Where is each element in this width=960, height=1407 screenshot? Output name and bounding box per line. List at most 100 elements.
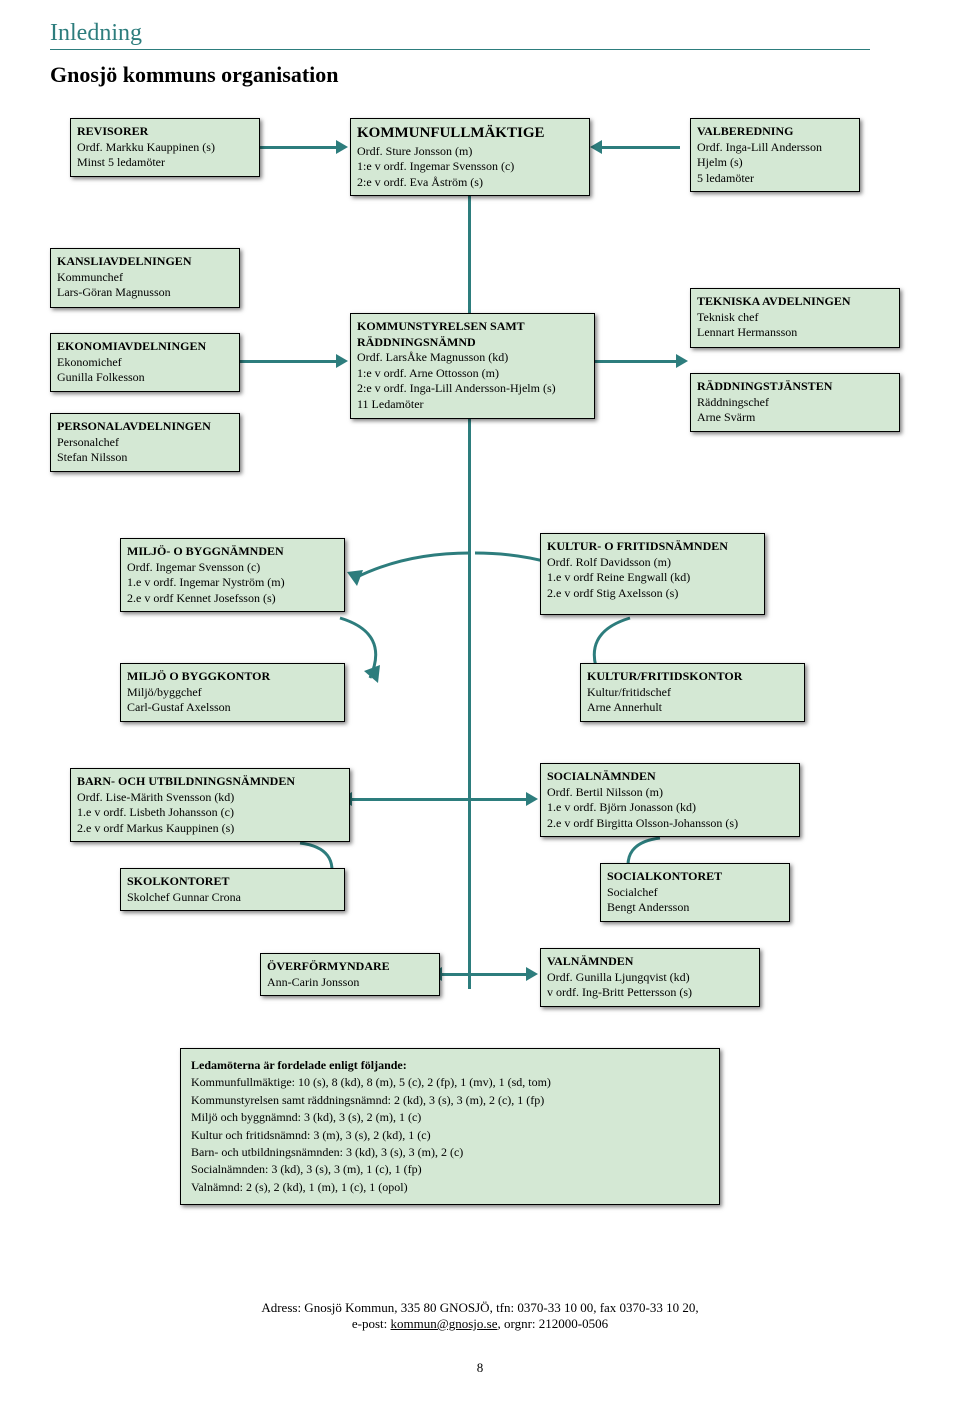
distribution-title: Ledamöterna är fordelade enligt följande…	[191, 1057, 709, 1074]
box-line: Ordf. LarsÅke Magnusson (kd)	[357, 350, 588, 366]
distribution-line: Valnämnd: 2 (s), 2 (kd), 1 (m), 1 (c), 1…	[191, 1179, 709, 1196]
box-line: 2:e v ordf. Inga-Lill Andersson-Hjelm (s…	[357, 381, 588, 397]
arrow-icon	[676, 354, 688, 368]
box-line: Skolchef Gunnar Crona	[127, 890, 338, 906]
org-box-kommunfullmaktige: KOMMUNFULLMÄKTIGEOrdf. Sture Jonsson (m)…	[350, 118, 590, 196]
box-title: SKOLKONTORET	[127, 874, 338, 890]
box-line: 1.e v ordf Reine Engwall (kd)	[547, 570, 758, 586]
org-box-skolkontor: SKOLKONTORETSkolchef Gunnar Crona	[120, 868, 345, 911]
arrow-icon	[336, 354, 348, 368]
org-box-valnamnden: VALNÄMNDENOrdf. Gunilla Ljungqvist (kd)v…	[540, 948, 760, 1007]
box-line: Stefan Nilsson	[57, 450, 233, 466]
box-line: Ann-Carin Jonsson	[267, 975, 433, 991]
box-line: Arne Annerhult	[587, 700, 798, 716]
box-line: Hjelm (s)	[697, 155, 853, 171]
org-box-social_namnd: SOCIALNÄMNDENOrdf. Bertil Nilsson (m)1.e…	[540, 763, 800, 837]
connector	[440, 973, 468, 976]
org-box-miljo_namnd: MILJÖ- O BYGGNÄMNDENOrdf. Ingemar Svenss…	[120, 538, 345, 612]
box-line: 1.e v ordf. Ingemar Nyström (m)	[127, 575, 338, 591]
box-line: Ordf. Markku Kauppinen (s)	[77, 140, 253, 156]
box-line: Bengt Andersson	[607, 900, 783, 916]
box-title: MILJÖ- O BYGGNÄMNDEN	[127, 544, 338, 560]
box-title: RÄDDNINGSTJÄNSTEN	[697, 379, 893, 395]
box-line: Carl-Gustaf Axelsson	[127, 700, 338, 716]
connector	[350, 798, 468, 801]
connector	[240, 360, 338, 363]
divider	[50, 49, 870, 50]
box-line: Teknisk chef	[697, 310, 893, 326]
arrow-icon	[526, 967, 538, 981]
section-heading: Gnosjö kommuns organisation	[50, 62, 910, 88]
distribution-line: Miljö och byggnämnd: 3 (kd), 3 (s), 2 (m…	[191, 1109, 709, 1126]
org-box-kommunstyrelsen: KOMMUNSTYRELSEN SAMT RÄDDNINGSNÄMNDOrdf.…	[350, 313, 595, 419]
distribution-box: Ledamöterna är fordelade enligt följande…	[180, 1048, 720, 1205]
org-box-ekonomi: EKONOMIAVDELNINGENEkonomichefGunilla Fol…	[50, 333, 240, 392]
box-line: 2.e v ordf Markus Kauppinen (s)	[77, 821, 343, 837]
box-title: PERSONALAVDELNINGEN	[57, 419, 233, 435]
box-line: Socialchef	[607, 885, 783, 901]
connector	[595, 360, 678, 363]
box-title: EKONOMIAVDELNINGEN	[57, 339, 233, 355]
box-title: REVISORER	[77, 124, 253, 140]
box-title: VALBEREDNING	[697, 124, 853, 140]
box-line: 1:e v ordf. Ingemar Svensson (c)	[357, 159, 583, 175]
box-title: KULTUR/FRITIDSKONTOR	[587, 669, 798, 685]
box-line: Ordf. Sture Jonsson (m)	[357, 144, 583, 160]
arrow-icon	[526, 792, 538, 806]
org-box-kansli: KANSLIAVDELNINGENKommunchefLars-Göran Ma…	[50, 248, 240, 308]
box-line: 1:e v ordf. Arne Ottosson (m)	[357, 366, 588, 382]
box-line: Arne Svärm	[697, 410, 893, 426]
org-box-tekniska: TEKNISKA AVDELNINGENTeknisk chefLennart …	[690, 288, 900, 348]
page-number: 8	[477, 1360, 484, 1376]
box-title: KULTUR- O FRITIDSNÄMNDEN	[547, 539, 758, 555]
org-box-overformyndare: ÖVERFÖRMYNDAREAnn-Carin Jonsson	[260, 953, 440, 996]
address-email-prefix: e-post:	[352, 1316, 391, 1331]
box-line: Lennart Hermansson	[697, 325, 893, 341]
distribution-line: Barn- och utbildningsnämnden: 3 (kd), 3 …	[191, 1144, 709, 1161]
page-heading: Inledning	[50, 20, 910, 47]
box-title: MILJÖ O BYGGKONTOR	[127, 669, 338, 685]
box-title: TEKNISKA AVDELNINGEN	[697, 294, 893, 310]
box-line: v ordf. Ing-Britt Pettersson (s)	[547, 985, 753, 1001]
box-line: 1.e v ordf. Lisbeth Johansson (c)	[77, 805, 343, 821]
box-line: 5 ledamöter	[697, 171, 853, 187]
connector	[471, 798, 528, 801]
box-line: Ordf. Gunilla Ljungqvist (kd)	[547, 970, 753, 986]
org-box-kultur_namnd: KULTUR- O FRITIDSNÄMNDENOrdf. Rolf David…	[540, 533, 765, 615]
box-line: Ordf. Inga-Lill Andersson	[697, 140, 853, 156]
box-line: Ordf. Ingemar Svensson (c)	[127, 560, 338, 576]
box-line: Kommunchef	[57, 270, 233, 286]
box-title: VALNÄMNDEN	[547, 954, 753, 970]
org-box-valberedning: VALBEREDNINGOrdf. Inga-Lill AnderssonHje…	[690, 118, 860, 192]
box-title: KOMMUNFULLMÄKTIGE	[357, 124, 583, 144]
arrow-icon	[590, 140, 602, 154]
org-box-raddning: RÄDDNINGSTJÄNSTENRäddningschefArne Svärm	[690, 373, 900, 432]
org-box-barn_namnd: BARN- OCH UTBILDNINGSNÄMNDENOrdf. Lise-M…	[70, 768, 350, 842]
org-box-socialkontor: SOCIALKONTORETSocialchefBengt Andersson	[600, 863, 790, 922]
distribution-line: Kultur och fritidsnämnd: 3 (m), 3 (s), 2…	[191, 1127, 709, 1144]
box-line: Ekonomichef	[57, 355, 233, 371]
box-line: Gunilla Folkesson	[57, 370, 233, 386]
curve-connector	[330, 613, 430, 683]
box-line: Personalchef	[57, 435, 233, 451]
connector	[471, 973, 528, 976]
box-title: KANSLIAVDELNINGEN	[57, 254, 233, 270]
distribution-line: Kommunstyrelsen samt räddningsnämnd: 2 (…	[191, 1092, 709, 1109]
address-suffix: , orgnr: 212000-0506	[497, 1316, 608, 1331]
org-box-kultur_kontor: KULTUR/FRITIDSKONTORKultur/fritidschefAr…	[580, 663, 805, 722]
distribution-line: Socialnämnden: 3 (kd), 3 (s), 3 (m), 1 (…	[191, 1161, 709, 1178]
box-title: SOCIALKONTORET	[607, 869, 783, 885]
box-line: Kultur/fritidschef	[587, 685, 798, 701]
address-block: Adress: Gnosjö Kommun, 335 80 GNOSJÖ, tf…	[0, 1300, 960, 1332]
email-link[interactable]: kommun@gnosjo.se	[391, 1316, 498, 1331]
box-line: Miljö/byggchef	[127, 685, 338, 701]
distribution-line: Kommunfullmäktige: 10 (s), 8 (kd), 8 (m)…	[191, 1074, 709, 1091]
box-title: BARN- OCH UTBILDNINGSNÄMNDEN	[77, 774, 343, 790]
box-line: 11 Ledamöter	[357, 397, 588, 413]
arrow-icon	[336, 140, 348, 154]
org-box-miljo_kontor: MILJÖ O BYGGKONTORMiljö/byggchefCarl-Gus…	[120, 663, 345, 722]
org-box-revisorer: REVISOREROrdf. Markku Kauppinen (s)Minst…	[70, 118, 260, 177]
box-line: 2.e v ordf Birgitta Olsson-Johansson (s)	[547, 816, 793, 832]
box-line: 2.e v ordf Stig Axelsson (s)	[547, 586, 758, 602]
box-line: Minst 5 ledamöter	[77, 155, 253, 171]
